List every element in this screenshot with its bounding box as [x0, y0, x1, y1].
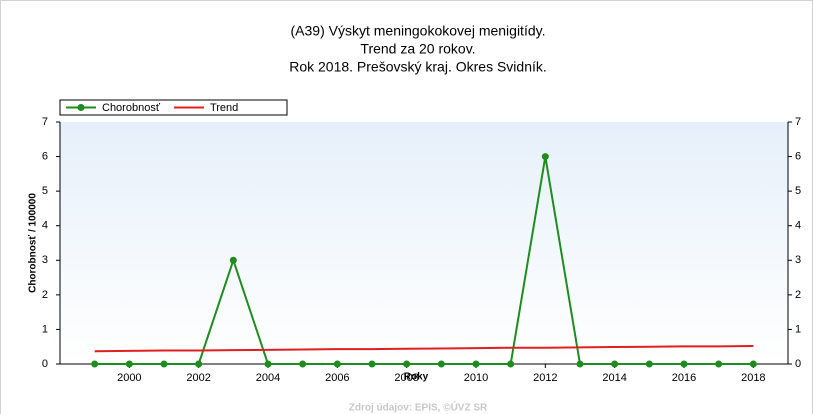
- x-tick-label: 2014: [602, 372, 626, 384]
- data-point: [749, 360, 757, 368]
- x-axis-label: Roky: [404, 372, 429, 383]
- y-tick-label: 2: [795, 289, 801, 301]
- legend: [59, 99, 288, 116]
- data-point: [576, 360, 584, 368]
- x-tick-label: 2000: [117, 372, 141, 384]
- data-point: [195, 360, 203, 368]
- source: Zdroj údajov: EPIS, ©ÚVZ SR: [349, 401, 488, 414]
- y-tick-label: 6: [42, 150, 48, 162]
- y-tick-label: 5: [42, 185, 48, 197]
- x-tick-label: 2018: [741, 372, 765, 384]
- data-point: [472, 360, 480, 368]
- legend-label: Chorobnosť: [102, 102, 161, 114]
- x-tick-label: 2010: [464, 372, 488, 384]
- y-tick-label: 4: [795, 220, 801, 232]
- data-point: [611, 360, 619, 368]
- data-point: [125, 360, 133, 368]
- y-axis-label: Chorobnosť / 100000: [28, 193, 39, 293]
- data-point: [403, 360, 411, 368]
- y-tick-label: 1: [795, 323, 801, 335]
- data-point: [541, 153, 549, 161]
- legend-label: Trend: [210, 102, 238, 114]
- y-tick-label: 6: [795, 150, 801, 162]
- y-tick-label: 2: [42, 289, 48, 301]
- y-tick-label: 7: [795, 116, 801, 128]
- data-point: [368, 360, 376, 368]
- data-point: [229, 256, 237, 264]
- y-tick-label: 7: [42, 116, 48, 128]
- data-point: [264, 360, 272, 368]
- x-tick-label: 2008: [394, 372, 418, 384]
- data-point: [160, 360, 168, 368]
- chart-title: (A39) Výskyt meningokokovej menigitídy.: [291, 23, 546, 39]
- x-tick-label: 2016: [672, 372, 696, 384]
- y-tick-label: 3: [795, 254, 801, 266]
- x-tick-label: 2004: [256, 372, 280, 384]
- legend-marker: [77, 104, 85, 111]
- data-point: [680, 360, 688, 368]
- chart-title: Rok 2018. Prešovský kraj. Okres Svidník.: [289, 59, 547, 75]
- data-point: [645, 360, 653, 368]
- data-point: [333, 360, 341, 368]
- x-tick-label: 2006: [325, 372, 349, 384]
- x-tick-label: 2012: [533, 372, 557, 384]
- x-tick-label: 2002: [186, 372, 210, 384]
- data-point: [299, 360, 307, 368]
- y-tick-label: 5: [795, 185, 801, 197]
- plot-area: [60, 122, 788, 364]
- y-tick-label: 1: [42, 323, 48, 335]
- data-point: [507, 360, 515, 368]
- data-point: [715, 360, 723, 368]
- series-line: [94, 156, 754, 365]
- y-tick-label: 3: [42, 254, 48, 266]
- y-tick-label: 4: [42, 220, 48, 232]
- y-tick-label: 0: [42, 358, 48, 370]
- data-point: [437, 360, 445, 368]
- chart-title: Trend za 20 rokov.: [360, 41, 475, 57]
- y-tick-label: 0: [795, 358, 801, 370]
- data-point: [91, 360, 99, 368]
- series-line: [94, 345, 754, 353]
